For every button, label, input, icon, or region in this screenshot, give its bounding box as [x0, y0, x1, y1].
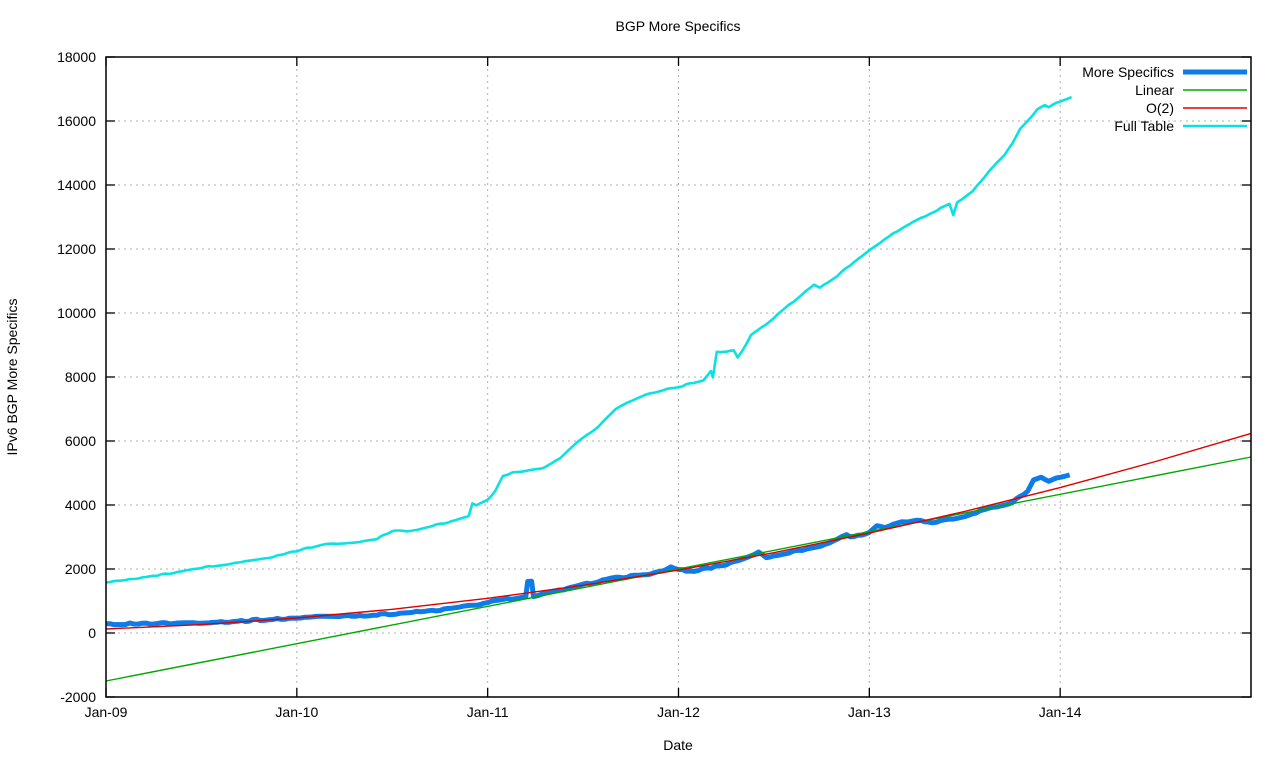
y-tick-label: 0	[88, 625, 96, 641]
legend-label: Linear	[1135, 82, 1174, 98]
x-tick-label: Jan-12	[657, 704, 700, 720]
legend-label: O(2)	[1146, 100, 1174, 116]
legend-label: Full Table	[1114, 118, 1174, 134]
y-tick-label: 12000	[57, 241, 96, 257]
x-tick-label: Jan-11	[467, 704, 509, 720]
y-tick-label: -2000	[60, 689, 96, 705]
x-tick-label: Jan-09	[85, 704, 128, 720]
y-tick-label: 16000	[57, 113, 96, 129]
chart-title: BGP More Specifics	[615, 18, 740, 34]
y-tick-label: 10000	[57, 305, 96, 321]
x-tick-label: Jan-13	[848, 704, 891, 720]
plot-border	[105, 56, 1252, 698]
x-axis-label: Date	[663, 737, 693, 753]
y-tick-label: 2000	[65, 561, 96, 577]
y-tick-label: 6000	[65, 433, 96, 449]
series-more-specifics	[105, 472, 1071, 628]
y-axis-label: IPv6 BGP More Specifics	[4, 299, 20, 456]
legend-label: More Specifics	[1082, 64, 1174, 80]
series-linear	[105, 456, 1252, 682]
y-tick-label: 14000	[57, 177, 96, 193]
series-o-2-	[105, 432, 1252, 630]
y-tick-label: 4000	[65, 497, 96, 513]
series-full-table	[105, 95, 1073, 584]
y-tick-label: 18000	[57, 49, 96, 65]
y-tick-label: 8000	[65, 369, 96, 385]
x-tick-label: Jan-10	[275, 704, 318, 720]
x-tick-label: Jan-14	[1039, 704, 1082, 720]
